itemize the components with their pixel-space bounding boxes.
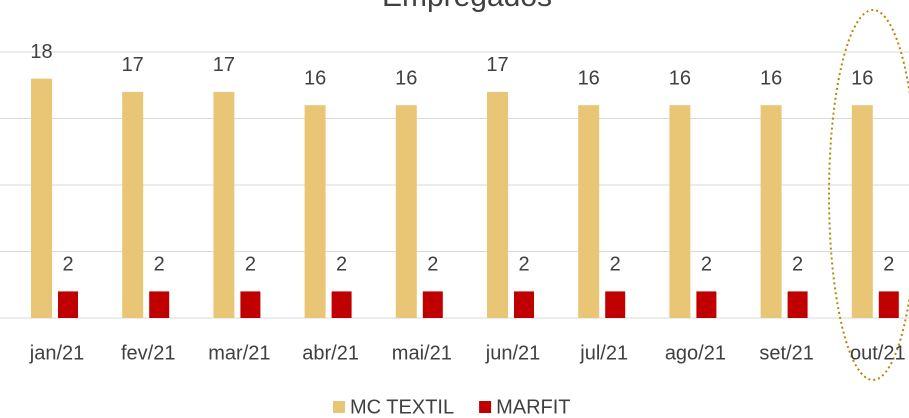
value-label: 2 xyxy=(427,254,438,276)
value-label: 2 xyxy=(154,254,165,276)
value-label: 16 xyxy=(578,67,600,89)
legend-swatch xyxy=(333,401,345,413)
bar xyxy=(696,291,717,318)
value-label: 2 xyxy=(336,254,347,276)
legend-label: MC TEXTIL xyxy=(350,396,454,418)
bar xyxy=(240,291,261,318)
value-label: 2 xyxy=(883,254,894,276)
x-tick-label: set/21 xyxy=(759,342,813,364)
x-tick-label: jul/21 xyxy=(579,342,628,364)
value-label: 2 xyxy=(701,254,712,276)
x-tick-label: jan/21 xyxy=(29,342,85,364)
legend-swatch xyxy=(479,401,492,413)
bar xyxy=(422,291,443,318)
value-label: 16 xyxy=(395,67,417,89)
bar xyxy=(851,105,873,318)
bar xyxy=(760,105,782,318)
value-label: 17 xyxy=(122,54,144,76)
chart-title: Empregados xyxy=(382,0,552,13)
bar xyxy=(605,291,626,318)
value-label: 2 xyxy=(518,254,529,276)
value-label: 2 xyxy=(245,254,256,276)
bar xyxy=(395,105,417,318)
bar xyxy=(122,91,144,319)
x-tick-label: mar/21 xyxy=(208,342,270,364)
bar xyxy=(578,105,600,318)
x-tick-label: fev/21 xyxy=(121,342,175,364)
value-label: 16 xyxy=(669,67,691,89)
value-label: 18 xyxy=(30,41,52,63)
highlight-ellipse xyxy=(828,9,909,381)
x-tick-label: out/21 xyxy=(850,342,906,364)
x-tick-label: ago/21 xyxy=(665,342,726,364)
x-tick-label: jun/21 xyxy=(485,342,541,364)
bar xyxy=(514,291,534,318)
value-label: 16 xyxy=(304,67,326,89)
x-tick-label: mai/21 xyxy=(392,342,452,364)
bar xyxy=(58,291,78,318)
bar xyxy=(787,291,808,318)
bar xyxy=(878,291,899,318)
bar xyxy=(213,91,235,319)
legend-label: MARFIT xyxy=(496,396,570,418)
value-label: 16 xyxy=(760,67,782,89)
bar xyxy=(331,291,352,318)
bar xyxy=(31,78,52,318)
bar xyxy=(149,291,170,318)
value-label: 2 xyxy=(792,254,803,276)
bar xyxy=(669,105,691,318)
bar xyxy=(304,105,326,318)
bar xyxy=(487,91,508,319)
value-label: 16 xyxy=(851,67,873,89)
value-label: 17 xyxy=(486,54,508,76)
x-tick-label: abr/21 xyxy=(302,342,359,364)
value-label: 2 xyxy=(62,254,73,276)
value-label: 17 xyxy=(213,54,235,76)
value-label: 2 xyxy=(610,254,621,276)
